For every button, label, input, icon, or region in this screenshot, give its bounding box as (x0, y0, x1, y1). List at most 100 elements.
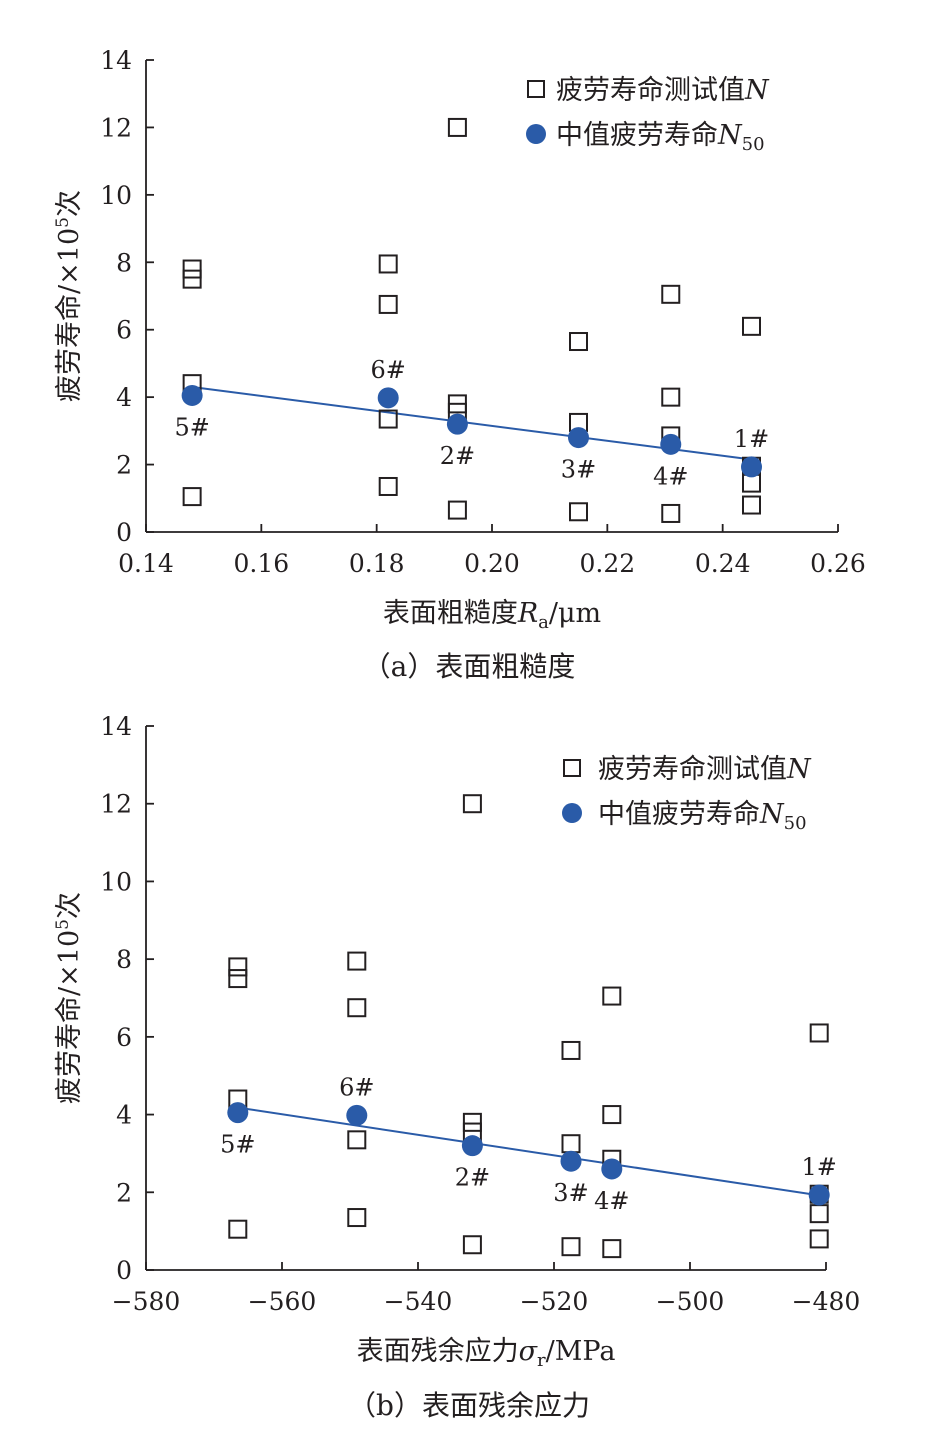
y-tick-label: 0 (116, 1256, 132, 1285)
x-axis-title: 表面粗糙度Ra/μm (383, 598, 601, 633)
fit-line (237, 1106, 820, 1197)
y-axis-title: 疲劳寿命/×105次 (53, 892, 85, 1104)
y-tick-label: 2 (116, 1178, 132, 1207)
test-value-marker (347, 1208, 367, 1228)
test-value-marker (809, 1023, 829, 1043)
x-tick-label: 0.20 (464, 549, 520, 578)
y-tick-label: 10 (100, 181, 132, 210)
y-tick-label: 8 (116, 248, 132, 277)
specimen-label: 6# (339, 1073, 374, 1101)
test-value-marker (378, 476, 398, 496)
specimen-label: 4# (594, 1187, 629, 1215)
y-tick-label: 10 (100, 867, 132, 896)
chart-caption: （a）表面粗糙度 (363, 650, 576, 683)
median-life-marker (568, 427, 589, 449)
test-value-marker (447, 117, 467, 137)
median-life-marker (601, 1158, 623, 1180)
specimen-label: 5# (174, 413, 209, 441)
test-value-marker (561, 1237, 581, 1257)
test-value-marker (228, 1219, 248, 1239)
test-value-marker (561, 1134, 581, 1154)
median-life-marker (808, 1184, 830, 1206)
x-tick-label: 0.14 (118, 549, 174, 578)
x-tick-label: 0.24 (695, 549, 751, 578)
test-value-marker (462, 794, 482, 814)
y-axis-title: 疲劳寿命/×105次 (53, 190, 85, 402)
y-tick-label: 14 (100, 46, 132, 75)
x-tick-label: −540 (384, 1287, 453, 1316)
chart-caption: （b）表面残余应力 (348, 1389, 590, 1422)
test-value-marker (809, 1229, 829, 1249)
test-value-marker (347, 1130, 367, 1150)
legend: 疲劳寿命测试值N 中值疲劳寿命N50 (562, 754, 812, 834)
specimen-label: 1# (802, 1153, 837, 1181)
test-value-marker (462, 1235, 482, 1255)
x-axis-title: 表面残余应力σr/MPa (357, 1336, 616, 1371)
test-value-marker (228, 969, 248, 989)
specimen-label: 3# (553, 1179, 588, 1207)
y-tick-label: 4 (116, 383, 132, 412)
specimen-label: 2# (455, 1164, 490, 1192)
median-life-marker (741, 456, 762, 478)
y-tick-label: 2 (116, 451, 132, 480)
y-tick-label: 6 (116, 316, 132, 345)
x-tick-label: −500 (656, 1287, 725, 1316)
test-value-marker (462, 1112, 482, 1132)
median-life-marker (446, 413, 468, 435)
x-tick-label: −580 (112, 1287, 181, 1316)
test-value-marker (661, 387, 681, 407)
test-value-marker (347, 998, 367, 1018)
test-value-marker (602, 986, 622, 1006)
median-life-marker (560, 1150, 582, 1172)
y-tick-label: 0 (116, 518, 132, 547)
x-tick-label: −520 (520, 1287, 589, 1316)
legend-median-label: 中值疲劳寿命N50 (598, 799, 807, 834)
legend-median-label: 中值疲劳寿命N50 (556, 120, 765, 155)
legend-test-label: 疲劳寿命测试值N (556, 75, 770, 106)
test-value-marker (447, 500, 467, 520)
test-value-marker (378, 254, 398, 274)
x-tick-label: 0.26 (810, 549, 866, 578)
y-tick-label: 12 (100, 113, 132, 142)
median-life-marker (660, 433, 682, 455)
x-tick-label: −480 (792, 1287, 861, 1316)
test-value-marker (569, 332, 588, 352)
specimen-label: 5# (220, 1131, 255, 1159)
y-tick-label: 4 (116, 1101, 132, 1130)
y-tick-label: 6 (116, 1023, 132, 1052)
x-tick-label: 0.16 (233, 549, 289, 578)
test-value-marker (809, 1204, 829, 1224)
median-life-marker (346, 1104, 368, 1126)
specimen-label: 1# (734, 425, 769, 453)
legend-square-icon (563, 759, 581, 777)
median-life-marker (461, 1135, 483, 1157)
test-value-marker (569, 502, 588, 522)
test-value-marker (561, 1040, 581, 1060)
legend-circle-icon (526, 124, 546, 144)
x-tick-label: 0.18 (349, 549, 405, 578)
legend-circle-icon (562, 803, 582, 823)
specimen-label: 4# (653, 462, 688, 490)
test-value-marker (378, 409, 398, 429)
test-value-marker (182, 487, 202, 507)
x-tick-label: −560 (248, 1287, 317, 1316)
test-value-marker (661, 503, 681, 523)
specimen-label: 2# (440, 442, 475, 470)
test-value-marker (602, 1239, 622, 1259)
test-value-marker (742, 495, 761, 515)
test-value-marker (661, 284, 681, 304)
test-value-marker (347, 951, 367, 971)
test-value-marker (182, 259, 202, 279)
chart-a-roughness: 0 2 4 6 8 10 12 14 0.14 0.16 0.18 0.20 0.22 0.24 0.26 表… (53, 46, 866, 683)
y-tick-label: 12 (100, 790, 132, 819)
test-value-marker (602, 1105, 622, 1125)
x-tick-label: 0.22 (579, 549, 635, 578)
y-tick-label: 14 (100, 712, 132, 741)
legend: 疲劳寿命测试值N 中值疲劳寿命N50 (526, 75, 770, 155)
chart-b-residual-stress: 0 2 4 6 8 10 12 14 −580 −560 −540 −520 −500 −480 表面残余应… (53, 712, 860, 1422)
specimen-label: 6# (371, 356, 406, 384)
legend-square-icon (527, 80, 545, 98)
specimen-label: 3# (561, 456, 596, 484)
y-tick-label: 8 (116, 945, 132, 974)
